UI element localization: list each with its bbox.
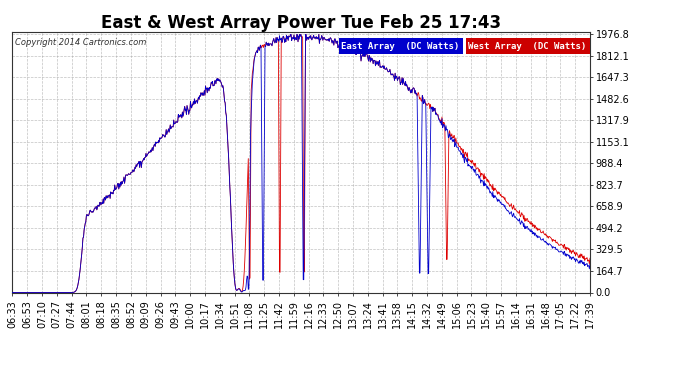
Text: East Array  (DC Watts): East Array (DC Watts) [342,42,460,51]
Title: East & West Array Power Tue Feb 25 17:43: East & West Array Power Tue Feb 25 17:43 [101,14,501,32]
FancyBboxPatch shape [466,38,590,54]
Text: Copyright 2014 Cartronics.com: Copyright 2014 Cartronics.com [15,38,147,47]
FancyBboxPatch shape [339,38,463,54]
Text: West Array  (DC Watts): West Array (DC Watts) [469,42,586,51]
